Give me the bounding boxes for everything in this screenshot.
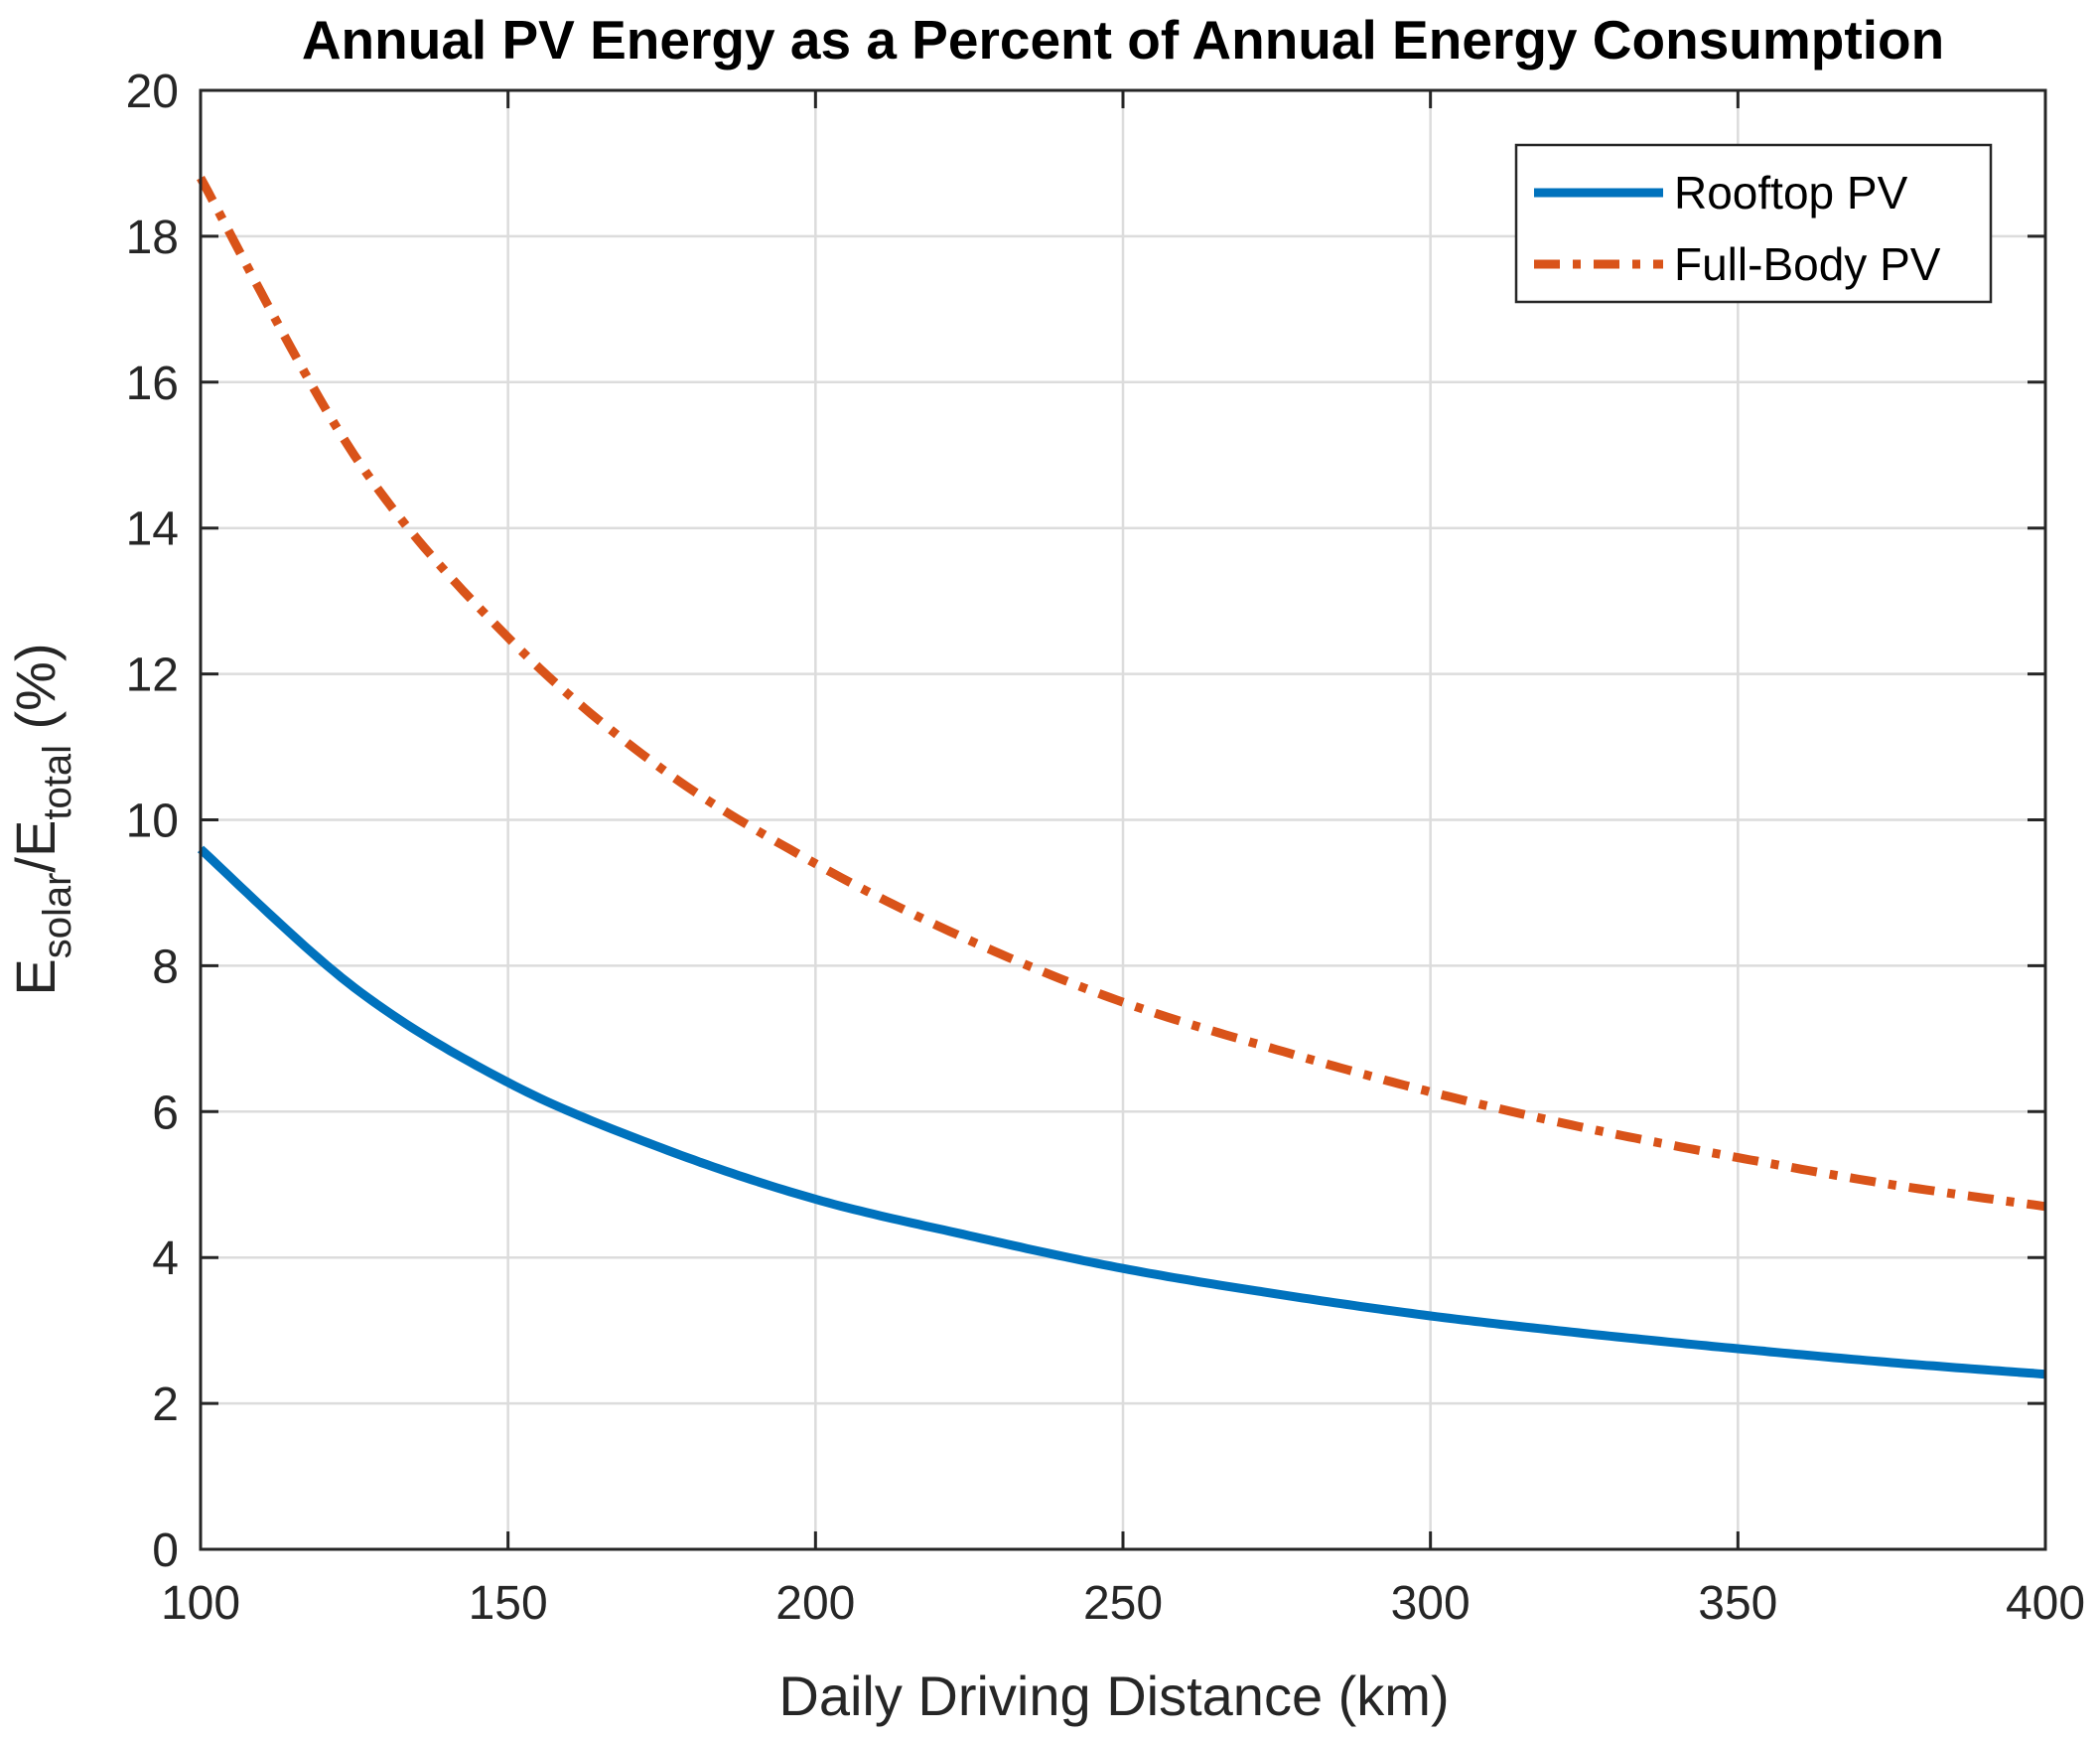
y-tick-label: 4	[152, 1232, 179, 1285]
series-layer	[197, 175, 2046, 1379]
axis-ticks	[199, 88, 2047, 1551]
y-tick-label: 8	[152, 941, 179, 993]
y-tick-label: 18	[126, 212, 179, 264]
y-axis-label: Esolar/Etotal (%)	[4, 643, 79, 995]
chart-title: Annual PV Energy as a Percent of Annual …	[302, 9, 1944, 71]
y-axis-label-sub-solar: solar	[36, 873, 79, 959]
x-tick-label: 300	[1391, 1577, 1470, 1630]
legend-label-full-body-pv: Full-Body PV	[1674, 238, 1941, 290]
y-axis-label-sub-total: total	[36, 745, 79, 820]
y-tick-labels: 0 2 4 6 8 10 12 14 16 18 20	[126, 66, 179, 1577]
x-tick-label: 250	[1083, 1577, 1163, 1630]
y-tick-label: 16	[126, 358, 179, 410]
y-tick-label: 2	[152, 1378, 179, 1431]
y-tick-label: 14	[126, 504, 179, 556]
y-tick-label: 12	[126, 650, 179, 702]
y-tick-label: 10	[126, 796, 179, 848]
x-tick-label: 150	[469, 1577, 548, 1630]
y-axis-label-base: E	[4, 958, 67, 995]
series-line-rooftop-pv	[197, 845, 2046, 1379]
x-tick-labels: 100 150 200 250 300 350 400	[161, 1577, 2085, 1630]
x-tick-label: 400	[2006, 1577, 2085, 1630]
x-tick-label: 100	[161, 1577, 240, 1630]
legend-box	[1514, 143, 1993, 304]
x-tick-label: 200	[775, 1577, 855, 1630]
x-tick-label: 350	[1698, 1577, 1777, 1630]
legend: Rooftop PV Full-Body PV	[1514, 143, 1993, 304]
y-tick-label: 20	[126, 66, 179, 118]
y-axis-label-sep: /E	[4, 820, 67, 873]
y-axis-label-suffix: (%)	[4, 643, 67, 745]
legend-label-rooftop-pv: Rooftop PV	[1674, 167, 1908, 218]
y-tick-label: 6	[152, 1087, 179, 1139]
y-tick-label: 0	[152, 1524, 179, 1577]
series-line-full-body-pv	[197, 175, 2046, 1212]
x-axis-label: Daily Driving Distance (km)	[778, 1665, 1449, 1727]
